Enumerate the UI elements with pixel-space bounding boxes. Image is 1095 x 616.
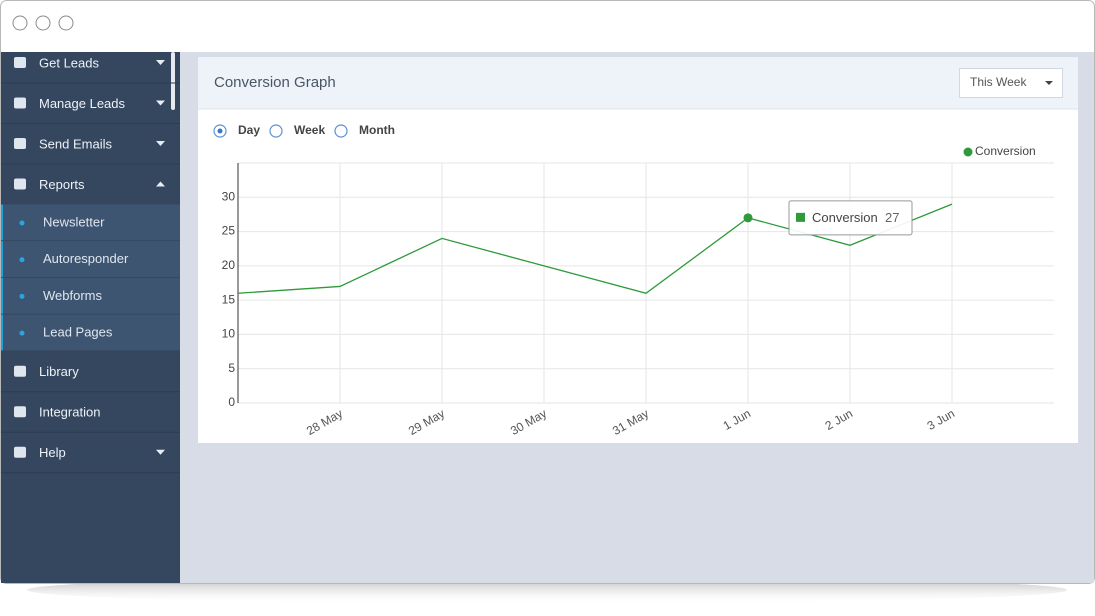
submenu-label: Webforms [43, 288, 102, 303]
sidebar-label: Get Leads [39, 55, 99, 70]
bullet [19, 293, 25, 299]
card-header [198, 57, 1078, 109]
sidebar-label: Send Emails [39, 136, 112, 151]
submenu-label: Newsletter [43, 214, 105, 229]
radio[interactable] [269, 124, 283, 138]
sidebar-label: Manage Leads [39, 96, 126, 111]
sidebar-item[interactable] [1, 165, 171, 205]
y-tick-label: 5 [228, 361, 235, 375]
submenu-edge [1, 314, 3, 351]
sidebar-icon [14, 446, 26, 458]
sidebar-label: Reports [39, 177, 85, 192]
y-tick-label: 10 [222, 327, 236, 341]
caret [156, 100, 165, 106]
tooltip-value: 27 [885, 210, 899, 225]
bullet [19, 220, 25, 226]
y-tick-label: 15 [222, 292, 236, 306]
radio-label: Month [359, 123, 395, 137]
submenu-label: Autoresponder [43, 251, 129, 266]
caret [156, 449, 165, 455]
submenu-item[interactable] [1, 241, 180, 278]
caret [156, 181, 165, 187]
submenu-edge [1, 241, 3, 278]
sidebar-item[interactable] [1, 433, 171, 473]
sidebar: Get Leads Manage Leads Send Emails Reports N… [1, 52, 180, 583]
submenu-item[interactable] [1, 204, 180, 241]
window-button[interactable] [35, 15, 51, 31]
submenu-item[interactable] [1, 314, 180, 351]
tooltip-name: Conversion [812, 210, 878, 225]
dropdown[interactable] [959, 68, 1063, 98]
submenu-edge [1, 204, 3, 241]
radio-dot [217, 128, 223, 134]
submenu-edge [1, 277, 3, 314]
caret [156, 141, 165, 146]
sidebar-label: Help [39, 445, 66, 460]
tooltip [788, 200, 913, 236]
caret [156, 60, 165, 65]
scrollbar[interactable] [171, 52, 175, 110]
y-tick-label: 20 [222, 258, 236, 272]
y-tick-label: 0 [228, 395, 235, 409]
sidebar-icon [14, 138, 26, 149]
highlight-point [743, 213, 753, 223]
bullet [19, 257, 25, 263]
dropdown-label: This Week [970, 75, 1027, 89]
radio-label: Day [238, 123, 260, 137]
sidebar-icon [14, 365, 26, 377]
sidebar-icon [14, 406, 26, 418]
radio-label: Week [294, 123, 325, 137]
y-tick-label: 30 [222, 189, 236, 203]
sidebar-label: Library [39, 364, 79, 379]
sidebar-label: Integration [39, 405, 100, 420]
panel: Conversion Graph This Week Day Week Month [198, 57, 1078, 443]
series-line [237, 203, 953, 294]
radio[interactable] [334, 124, 348, 138]
panel-title: Conversion Graph [214, 74, 336, 91]
sidebar-icon [14, 97, 26, 109]
dropdown-caret [1045, 81, 1053, 85]
y-tick-label: 25 [222, 224, 236, 238]
submenu-item[interactable] [1, 277, 180, 314]
legend-marker [963, 147, 973, 157]
submenu-label: Lead Pages [43, 325, 113, 340]
tooltip-swatch [796, 212, 805, 222]
sidebar-item[interactable] [1, 352, 171, 392]
window-button[interactable] [58, 15, 74, 31]
sidebar-icon [14, 57, 26, 68]
card [198, 57, 1078, 443]
window-button[interactable] [12, 15, 28, 31]
bullet [19, 330, 25, 336]
sidebar-icon [14, 178, 26, 190]
legend-label: Conversion [975, 144, 1036, 158]
